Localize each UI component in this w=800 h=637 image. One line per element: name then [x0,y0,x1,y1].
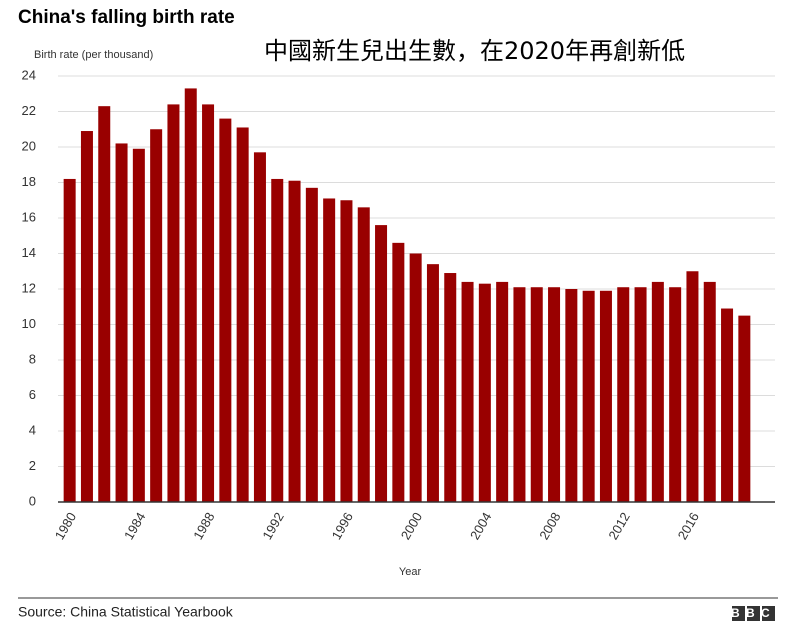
bar [323,198,336,502]
bar [478,283,491,502]
bar [305,187,318,502]
x-tick-label: 2008 [536,510,563,543]
bar [461,281,474,502]
y-tick-label: 20 [22,138,36,153]
y-axis-label: Birth rate (per thousand) [34,49,153,61]
bar [357,207,370,502]
bar [202,104,215,503]
x-tick-label: 2000 [398,510,425,543]
y-tick-label: 18 [22,174,36,189]
bar [617,287,630,502]
x-tick-label: 2004 [467,510,494,543]
bar [271,178,284,502]
bar [565,289,578,502]
bar [686,271,699,502]
x-axis-label: Year [399,566,422,578]
bar [721,308,734,502]
bar [253,152,266,502]
bar [530,287,543,502]
bar [548,287,561,502]
bar [184,88,197,503]
y-tick-label: 10 [22,316,36,331]
bar [98,106,111,503]
x-tick-label: 1984 [121,510,148,543]
x-tick-label: 2016 [675,510,702,543]
logo-boxes [732,606,775,621]
x-tick-label: 1996 [329,510,356,543]
logo: BBC [731,606,776,620]
bar [392,242,405,502]
bar [115,143,128,502]
x-tick-label: 1980 [52,510,79,543]
y-tick-label: 4 [29,422,36,437]
bar [340,200,353,502]
chart-title: China's falling birth rate [18,7,235,28]
y-tick-label: 8 [29,351,36,366]
bar [167,104,180,503]
bar [738,315,751,502]
bar [375,225,388,502]
source: Source: China Statistical Yearbook [18,604,234,620]
x-tick-label: 1988 [190,510,217,543]
bar [582,290,595,502]
bar [599,290,612,502]
y-tick-label: 12 [22,280,36,295]
y-tick-label: 6 [29,387,36,402]
y-tick-label: 0 [29,493,36,508]
bar [444,273,457,502]
bar [132,148,145,502]
bar [80,131,93,502]
bar [703,281,716,502]
bar [288,180,301,502]
bar [651,281,664,502]
y-tick-label: 2 [29,458,36,473]
y-tick-label: 24 [22,67,36,82]
bar [426,264,439,502]
bar [219,118,232,502]
bar [496,281,509,502]
bar [634,287,647,502]
y-tick-label: 14 [22,245,36,260]
x-tick-label: 2012 [605,510,632,543]
bar [236,127,249,502]
bar [409,253,422,502]
bar [63,178,76,502]
bar [513,287,526,502]
bar [150,129,163,502]
chart-subtitle: 中國新生兒出生數，在2020年再創新低 [264,37,685,65]
bar [669,287,682,502]
y-tick-label: 16 [22,209,36,224]
x-tick-label: 1992 [259,510,286,543]
y-tick-label: 22 [22,103,36,118]
